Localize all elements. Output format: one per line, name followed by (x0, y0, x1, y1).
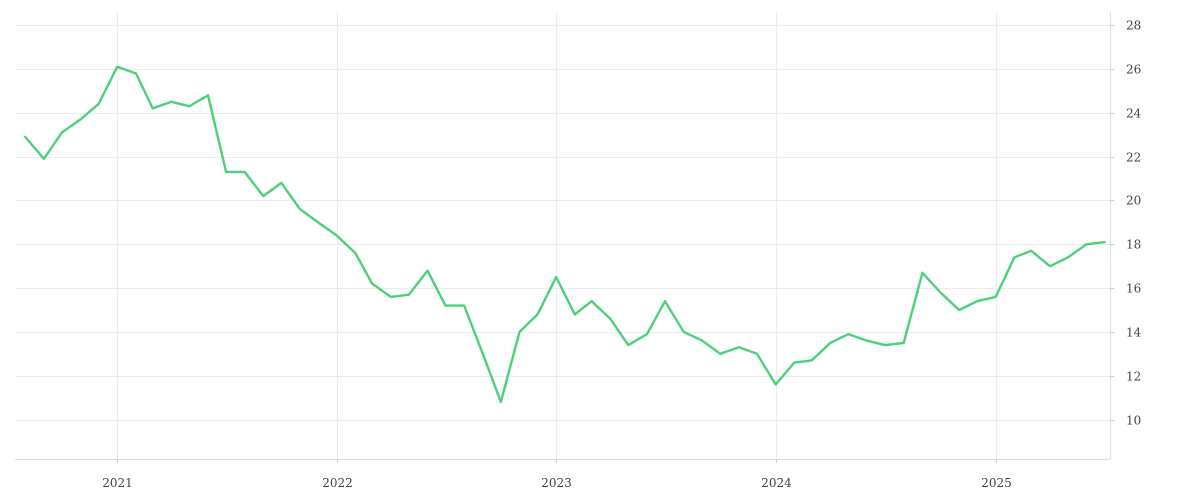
axes (15, 12, 1111, 460)
y-tick-label: 22 (1126, 151, 1141, 165)
y-tick-label: 14 (1126, 326, 1142, 340)
y-tick-label: 20 (1126, 194, 1141, 208)
y-tick-label: 18 (1126, 238, 1141, 252)
x-tick-label: 2021 (102, 476, 133, 490)
y-axis-ticks: 10 12 14 16 18 20 22 24 26 28 (1110, 19, 1142, 428)
x-tick-label: 2023 (541, 476, 572, 490)
x-axis-ticks: 2021 2022 2023 2024 2025 (102, 459, 1012, 490)
y-tick-label: 12 (1126, 370, 1141, 384)
series-group (24, 65, 1106, 404)
y-tick-label: 10 (1126, 414, 1141, 428)
x-tick-label: 2024 (761, 476, 792, 490)
y-tick-label: 28 (1126, 19, 1141, 33)
grid (15, 12, 1110, 459)
y-tick-label: 16 (1126, 282, 1141, 296)
x-tick-label: 2025 (981, 476, 1012, 490)
y-tick-label: 24 (1126, 107, 1142, 121)
y-tick-label: 26 (1126, 63, 1141, 77)
series-line (24, 65, 1106, 404)
x-tick-label: 2022 (322, 476, 353, 490)
